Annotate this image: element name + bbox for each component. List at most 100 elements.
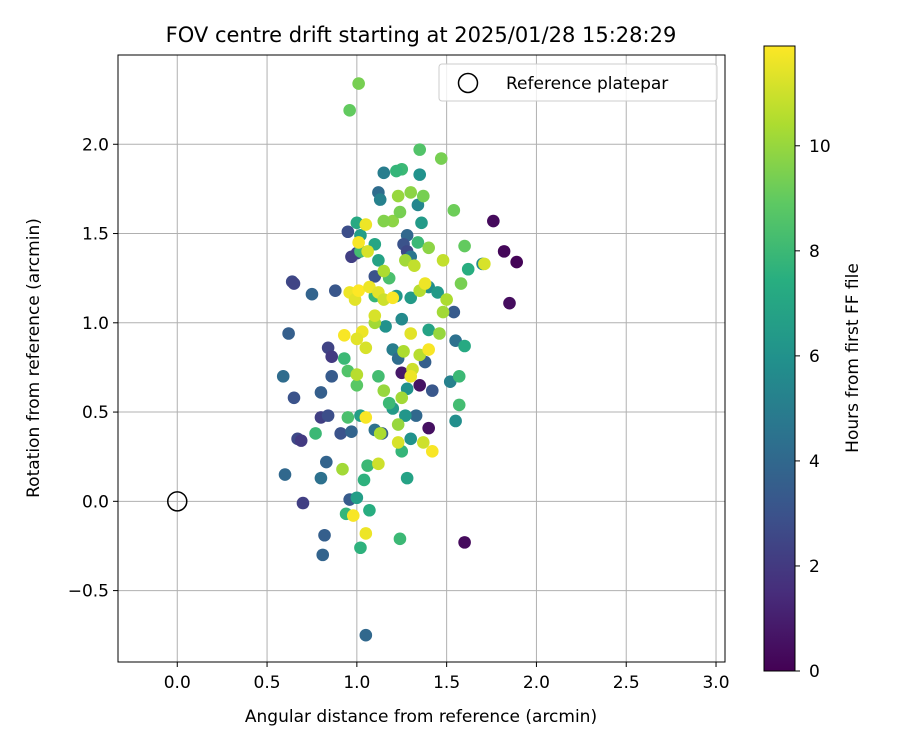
data-point <box>325 370 339 383</box>
data-point <box>320 455 333 469</box>
data-point <box>361 245 374 258</box>
data-point <box>452 398 466 412</box>
data-point <box>359 628 373 642</box>
data-point <box>325 350 339 364</box>
data-point <box>458 339 471 353</box>
data-point <box>454 277 468 290</box>
data-point <box>395 391 409 405</box>
x-axis-ticks: 0.0 0.5 1.0 1.5 2.0 2.5 3.0 <box>164 662 730 693</box>
data-point <box>497 245 511 258</box>
data-point <box>391 436 405 449</box>
data-point <box>404 370 418 383</box>
data-point <box>372 254 385 267</box>
data-points <box>167 77 523 642</box>
data-point <box>404 186 418 199</box>
data-point <box>390 164 403 178</box>
data-point <box>404 327 418 340</box>
chart-title: FOV centre drift starting at 2025/01/28 … <box>166 23 677 47</box>
data-point <box>359 341 373 355</box>
data-point <box>276 370 290 383</box>
legend: Reference platepar <box>438 63 718 102</box>
plot-area-frame <box>117 54 726 663</box>
data-point <box>287 277 301 290</box>
data-point <box>404 432 418 446</box>
x-axis-label: Angular distance from reference (arcmin) <box>245 707 597 727</box>
data-point <box>359 527 373 540</box>
x-tick-label: 1.5 <box>433 673 460 693</box>
legend-reference-marker <box>457 72 479 94</box>
data-point <box>350 368 364 381</box>
y-axis-label: Rotation from reference (arcmin) <box>24 218 44 498</box>
colorbar-label: Hours from first FF file <box>843 263 863 453</box>
data-point <box>433 327 446 340</box>
data-point <box>458 239 471 253</box>
colorbar-ticks: 0 2 4 6 8 10 <box>795 137 831 682</box>
colorbar-tick-label: 10 <box>809 137 831 157</box>
data-point <box>294 434 308 447</box>
colorbar: 0 2 4 6 8 10 Hours from first FF file <box>763 45 863 682</box>
data-point <box>350 332 364 346</box>
data-point <box>287 391 301 405</box>
x-tick-label: 0.5 <box>254 673 281 693</box>
data-point <box>393 532 407 546</box>
data-point <box>449 414 462 428</box>
data-point <box>436 305 450 319</box>
data-point <box>386 214 400 228</box>
y-tick-label: 0.5 <box>82 403 109 423</box>
data-point <box>345 425 358 438</box>
data-point <box>350 491 364 505</box>
data-point <box>393 205 407 219</box>
x-tick-label: 1.0 <box>343 673 370 693</box>
data-point <box>359 411 373 424</box>
data-point <box>314 471 328 485</box>
data-point <box>318 528 331 542</box>
data-point <box>309 427 322 440</box>
data-point <box>399 409 412 422</box>
data-point <box>343 104 356 117</box>
data-point <box>411 236 425 249</box>
y-axis-ticks: −0.5 0.0 0.5 1.0 1.5 2.0 <box>68 135 118 602</box>
data-point <box>422 323 435 337</box>
data-point <box>404 291 418 305</box>
data-point <box>487 214 500 228</box>
colorbar-tick-label: 6 <box>809 347 820 367</box>
data-point <box>408 259 421 272</box>
data-point <box>372 457 385 471</box>
data-point <box>282 327 295 340</box>
data-point <box>337 352 351 365</box>
data-point <box>422 343 435 356</box>
data-point <box>425 445 439 458</box>
x-tick-label: 2.5 <box>613 673 640 693</box>
data-point <box>278 468 292 481</box>
data-point <box>503 296 516 310</box>
data-point <box>425 384 439 397</box>
data-point <box>422 241 435 255</box>
data-point <box>352 284 365 297</box>
data-point <box>352 236 365 249</box>
data-point <box>354 541 367 555</box>
data-point <box>336 462 349 476</box>
legend-box <box>438 63 718 102</box>
data-point <box>400 471 414 485</box>
data-point <box>377 214 391 228</box>
x-tick-label: 2.0 <box>523 673 550 693</box>
data-point <box>377 166 391 180</box>
y-tick-label: −0.5 <box>68 582 109 602</box>
data-point <box>361 459 374 472</box>
data-point <box>440 293 453 306</box>
x-tick-label: 0.0 <box>164 673 191 693</box>
colorbar-tick-label: 0 <box>809 662 820 682</box>
data-point <box>461 262 475 276</box>
data-point <box>373 427 387 440</box>
data-point <box>337 328 351 342</box>
data-point <box>478 257 491 271</box>
data-point <box>447 204 461 217</box>
data-point <box>296 496 310 510</box>
data-point <box>382 396 396 410</box>
data-point <box>413 168 427 181</box>
data-point <box>321 409 335 422</box>
data-point <box>391 189 405 203</box>
colorbar-tick-label: 8 <box>809 242 820 262</box>
data-point <box>377 264 391 278</box>
